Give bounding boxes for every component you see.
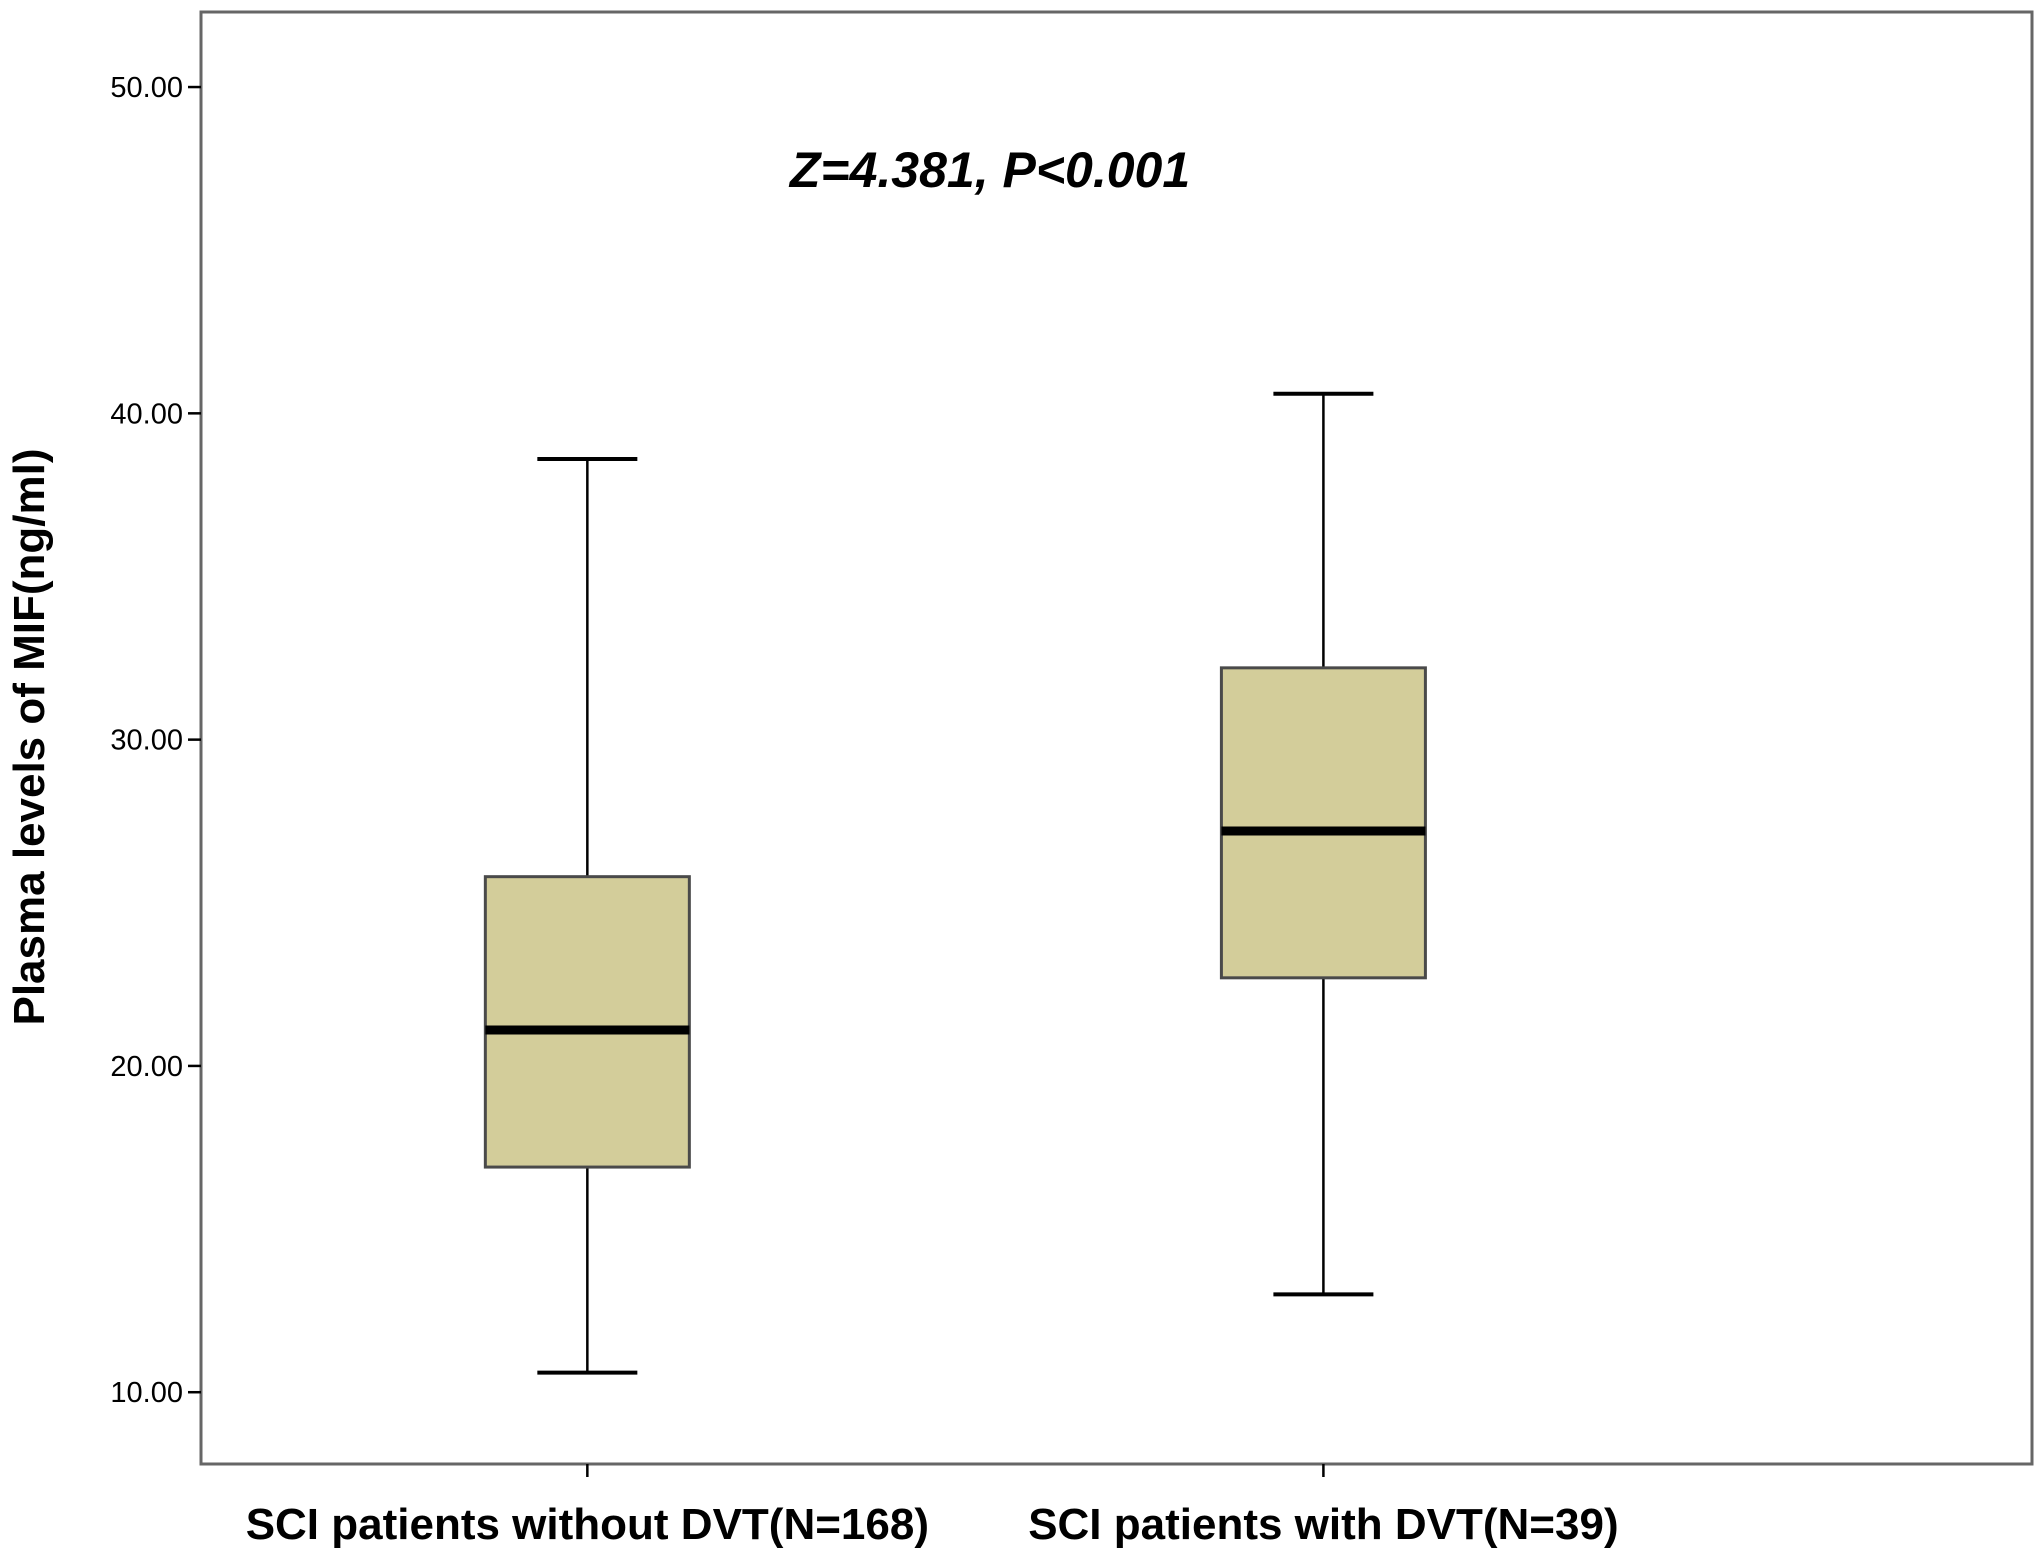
box-series xyxy=(483,391,1427,1375)
box-group xyxy=(483,457,691,1375)
statistics-annotation: Z=4.381, P<0.001 xyxy=(788,142,1190,198)
x-category-label: SCI patients with DVT(N=39) xyxy=(1028,1500,1618,1549)
plot-frame xyxy=(199,10,2034,1466)
y-tick-label: 20.00 xyxy=(110,1051,183,1083)
x-category-label: SCI patients without DVT(N=168) xyxy=(246,1500,929,1549)
y-tick-label: 30.00 xyxy=(110,725,183,757)
x-axis: SCI patients without DVT(N=168) SCI patie… xyxy=(246,1464,1619,1549)
y-tick-label: 10.00 xyxy=(110,1377,183,1409)
interquartile-box xyxy=(1219,666,1427,980)
y-axis: 10.00 20.00 30.00 40.00 50.00 xyxy=(110,72,201,1409)
y-axis-title: Plasma levels of MIF(ng/ml) xyxy=(5,448,54,1025)
y-tick-label: 40.00 xyxy=(110,398,183,430)
box-group xyxy=(1219,391,1427,1297)
y-tick-label: 50.00 xyxy=(110,72,183,104)
interquartile-box xyxy=(483,875,691,1169)
